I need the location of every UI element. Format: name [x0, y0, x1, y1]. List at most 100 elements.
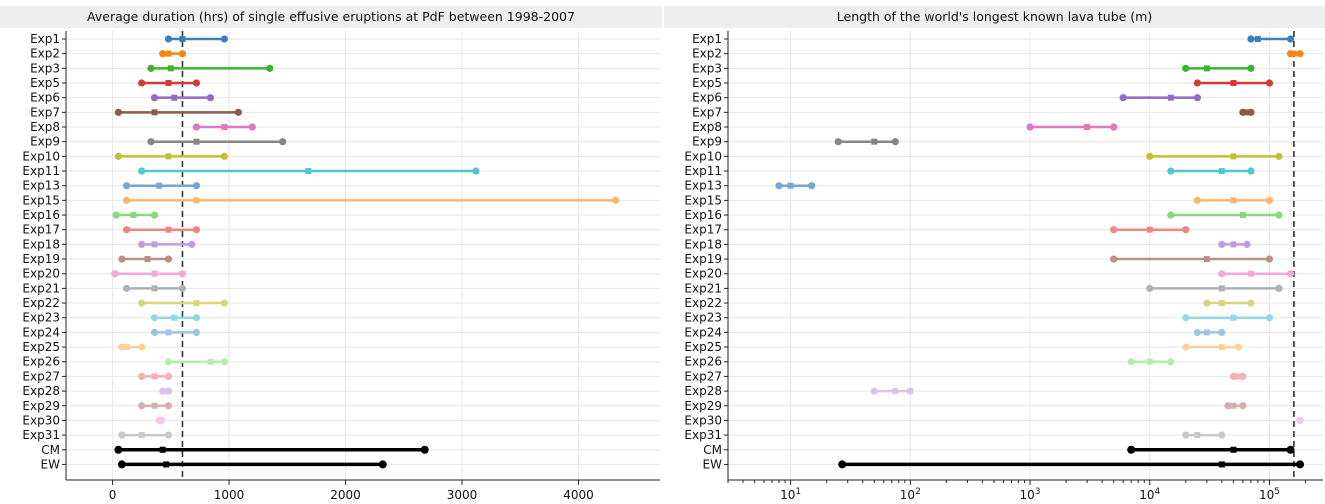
mid-marker-exp26 — [207, 358, 214, 365]
low-point-exp24 — [1193, 328, 1201, 336]
mid-marker-exp26 — [1146, 358, 1153, 365]
low-point-exp22 — [138, 299, 146, 307]
dumbbell-exp16 — [112, 211, 159, 219]
x-tick-label-exponent: 2 — [915, 487, 921, 497]
category-label-exp30: Exp30 — [684, 413, 722, 427]
x-tick-label-exponent: 3 — [1035, 487, 1041, 497]
x-tick-label-exponent: 1 — [795, 487, 801, 497]
x-tick-label-exponent: 4 — [1155, 487, 1161, 497]
category-label-exp29: Exp29 — [684, 399, 722, 413]
low-point-exp16 — [1167, 211, 1175, 219]
mid-marker-exp24 — [165, 329, 172, 336]
dumbbell-exp30 — [1296, 416, 1304, 425]
low-point-exp15 — [122, 196, 131, 204]
dumbbell-exp9 — [147, 138, 287, 146]
high-point-exp10 — [220, 152, 228, 160]
low-point-exp27 — [138, 372, 146, 381]
high-point-exp25 — [138, 343, 146, 351]
category-label-exp6: Exp6 — [692, 91, 722, 105]
low-point-exp17 — [122, 226, 131, 234]
mid-marker-exp19 — [144, 256, 151, 263]
high-point-exp9 — [279, 138, 287, 146]
category-label-exp31: Exp31 — [684, 428, 722, 442]
category-label-exp21: Exp21 — [684, 281, 722, 295]
category-label-exp5: Exp5 — [30, 76, 60, 90]
low-point-exp3 — [1182, 64, 1190, 72]
x-tick-label-3: 104 — [1139, 487, 1160, 502]
high-point-exp5 — [1265, 79, 1274, 87]
category-label-exp1: Exp1 — [692, 32, 722, 46]
mid-marker-exp25 — [123, 344, 130, 351]
category-label-exp27: Exp27 — [22, 369, 60, 383]
mid-marker-exp20 — [151, 270, 158, 277]
high-point-exp29 — [1239, 402, 1247, 410]
category-label-exp19: Exp19 — [22, 252, 60, 266]
dumbbell-exp11 — [1167, 167, 1255, 175]
low-point-exp26 — [1127, 358, 1135, 366]
high-point-exp21 — [1275, 284, 1283, 292]
dumbbell-cm — [1127, 445, 1295, 454]
mid-marker-exp22 — [1218, 300, 1225, 307]
high-point-exp8 — [248, 123, 256, 131]
mid-marker-exp11 — [1218, 168, 1225, 175]
low-point-exp19 — [118, 255, 126, 263]
mid-marker-exp5 — [1230, 80, 1237, 87]
high-point-exp27 — [164, 372, 173, 381]
high-point-exp15 — [1265, 196, 1274, 204]
category-label-exp8: Exp8 — [30, 120, 60, 134]
mid-marker-exp30 — [1297, 417, 1304, 424]
dumbbell-exp27 — [138, 372, 173, 381]
low-point-exp13 — [122, 182, 131, 190]
category-label-exp24: Exp24 — [684, 325, 722, 339]
mid-marker-ew — [163, 461, 170, 468]
mid-marker-exp1 — [1254, 36, 1261, 42]
low-point-exp5 — [1193, 79, 1201, 87]
high-point-exp3 — [266, 64, 274, 72]
category-label-exp23: Exp23 — [684, 311, 722, 325]
high-point-exp20 — [178, 270, 187, 278]
category-label-cm: CM — [703, 443, 722, 457]
dumbbell-exp28 — [159, 387, 173, 395]
category-label-exp1: Exp1 — [30, 32, 60, 46]
high-point-exp2 — [178, 50, 187, 58]
dumbbell-exp16 — [1167, 211, 1283, 219]
category-label-exp13: Exp13 — [684, 179, 722, 193]
high-point-exp20 — [1286, 270, 1295, 278]
high-point-exp31 — [1218, 431, 1226, 439]
category-label-exp8: Exp8 — [692, 120, 722, 134]
dumbbell-exp2 — [159, 50, 187, 58]
dumbbell-cm — [114, 445, 429, 454]
mid-marker-exp7 — [1244, 109, 1251, 116]
high-point-exp9 — [891, 138, 899, 146]
category-label-ew: EW — [703, 457, 723, 471]
category-label-exp9: Exp9 — [692, 135, 722, 149]
mid-marker-exp2 — [165, 50, 172, 57]
high-point-exp17 — [1182, 226, 1190, 234]
low-point-exp2 — [159, 50, 167, 58]
x-tick-label-base: 10 — [1259, 488, 1274, 502]
dumbbell-exp29 — [1224, 402, 1247, 410]
dumbbell-exp13 — [775, 182, 816, 190]
mid-marker-exp3 — [167, 65, 174, 72]
low-point-exp24 — [150, 328, 159, 336]
high-point-exp16 — [1275, 211, 1283, 219]
x-tick-label-2: 2000 — [330, 488, 361, 502]
dumbbell-exp27 — [1229, 372, 1247, 381]
dumbbell-exp2 — [1286, 50, 1304, 58]
mid-marker-exp31 — [138, 432, 145, 439]
high-point-exp19 — [1265, 255, 1274, 263]
x-tick-label-1: 1000 — [214, 488, 245, 502]
x-tick-label-base: 10 — [1020, 488, 1035, 502]
high-point-exp25 — [1234, 343, 1242, 351]
low-point-exp26 — [164, 358, 173, 366]
high-point-exp7 — [234, 108, 242, 116]
category-label-exp18: Exp18 — [22, 237, 60, 251]
high-point-cm — [420, 445, 429, 454]
category-label-exp3: Exp3 — [30, 61, 60, 75]
category-label-exp26: Exp26 — [22, 355, 60, 369]
low-point-exp8 — [1026, 123, 1034, 131]
mid-marker-exp8 — [1084, 124, 1091, 131]
chart-title-left: Average duration (hrs) of single effusiv… — [0, 6, 662, 28]
mid-marker-exp28 — [892, 388, 899, 395]
x-tick-label-1: 102 — [900, 487, 921, 502]
